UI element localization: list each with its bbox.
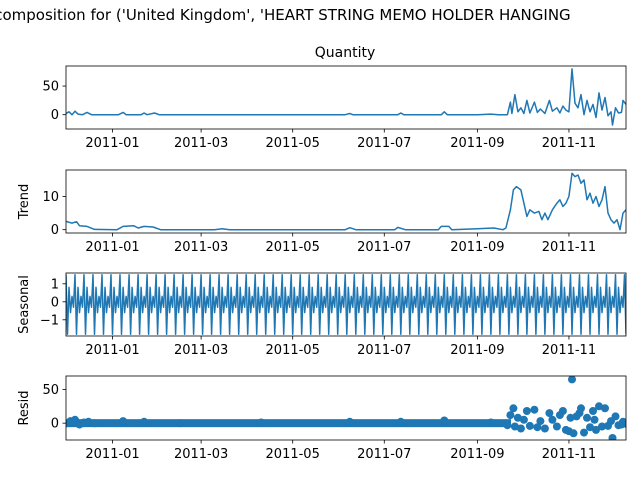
resid-point <box>566 413 575 422</box>
resid-point <box>440 416 449 425</box>
x-tick-label: 2011-07 <box>357 447 411 462</box>
resid-baseline-band <box>66 419 511 428</box>
x-tick-label: 2011-05 <box>266 447 320 462</box>
x-tick-label: 2011-03 <box>174 136 228 151</box>
resid-point <box>590 415 599 424</box>
resid-point <box>536 417 545 426</box>
resid-point <box>503 421 512 430</box>
resid-point <box>530 405 539 414</box>
y-tick-label: 10 <box>42 190 59 205</box>
resid-point <box>608 434 617 440</box>
x-tick-label: 2011-11 <box>542 240 596 255</box>
observed-series-line <box>66 68 626 126</box>
resid-point <box>486 418 495 427</box>
resid-point <box>176 419 185 428</box>
panel-seasonal: −1 0 1 2011-01 2011-03 2011-05 2011-07 2011-09 2… <box>17 272 627 358</box>
resid-point <box>548 415 557 424</box>
resid-point <box>540 424 549 433</box>
y-axis-label: Seasonal <box>17 275 32 334</box>
x-tick-label: 2011-09 <box>450 343 504 358</box>
x-tick-label: 2011-03 <box>174 240 228 255</box>
x-tick-label: 2011-11 <box>542 343 596 358</box>
trend-series-line <box>66 172 626 231</box>
resid-point <box>592 425 600 434</box>
resid-point <box>598 422 606 431</box>
x-tick-label: 2011-07 <box>357 136 411 151</box>
resid-point <box>569 429 578 438</box>
panel-subtitle: Quantity <box>315 45 376 61</box>
resid-point <box>568 376 576 384</box>
x-tick-label: 2011-01 <box>85 447 139 462</box>
resid-point <box>525 421 534 430</box>
resid-point <box>257 418 266 427</box>
axes-frame <box>65 272 627 337</box>
y-tick-label: 0 <box>51 223 59 238</box>
y-tick-label: 1 <box>51 277 59 292</box>
panel-resid: 0 50 2011-01 2011-03 2011-05 2011-07 2011-09 20… <box>17 375 627 462</box>
y-tick-label: 50 <box>42 80 59 95</box>
resid-point <box>558 407 567 415</box>
x-tick-label: 2011-07 <box>357 240 411 255</box>
x-tick-label: 2011-01 <box>85 136 139 151</box>
plot-area-observed <box>66 68 626 126</box>
seasonal-series-line <box>66 274 626 335</box>
x-tick-label: 2011-11 <box>542 136 596 151</box>
resid-point <box>589 407 597 415</box>
resid-point <box>552 422 561 431</box>
panel-trend: 0 10 2011-01 2011-03 2011-05 2011-07 2011-09 20… <box>17 169 627 255</box>
x-tick-label: 2011-09 <box>450 240 504 255</box>
resid-point <box>516 424 525 433</box>
resid-point <box>580 428 588 437</box>
y-tick-label: 0 <box>51 417 59 432</box>
resid-point <box>533 423 542 432</box>
x-tick-label: 2011-09 <box>450 447 504 462</box>
resid-point <box>586 423 594 432</box>
x-tick-label: 2011-11 <box>542 447 596 462</box>
resid-point <box>396 417 405 426</box>
x-tick-label: 2011-07 <box>357 343 411 358</box>
panel-observed: 0 50 2011-01 2011-03 2011-05 2011-07 2011-09 20… <box>42 65 627 151</box>
plot-area-trend <box>66 172 626 231</box>
y-tick-label: −1 <box>40 313 59 328</box>
x-tick-label: 2011-05 <box>266 136 320 151</box>
resid-point <box>522 407 531 415</box>
resid-point <box>611 412 620 421</box>
resid-point <box>119 417 128 426</box>
resid-point <box>509 404 518 413</box>
resid-point <box>84 417 93 426</box>
resid-point <box>345 417 354 426</box>
resid-point <box>140 417 149 426</box>
x-tick-label: 2011-05 <box>266 343 320 358</box>
y-tick-label: 0 <box>51 108 59 123</box>
y-axis-label: Resid <box>17 390 32 425</box>
resid-point <box>601 404 609 413</box>
axes-frame <box>65 375 627 441</box>
x-tick-label: 2011-01 <box>85 240 139 255</box>
y-axis-label: Trend <box>17 184 32 221</box>
axes-frame <box>65 169 627 234</box>
resid-point <box>577 404 585 413</box>
resid-point <box>519 415 528 424</box>
resid-point <box>90 419 99 428</box>
x-tick-label: 2011-09 <box>450 136 504 151</box>
resid-point <box>622 419 626 428</box>
y-tick-label: 50 <box>42 383 59 398</box>
resid-point <box>545 409 554 418</box>
x-tick-label: 2011-05 <box>266 240 320 255</box>
resid-point <box>583 413 591 422</box>
plot-area-seasonal <box>66 274 626 335</box>
x-tick-label: 2011-03 <box>174 447 228 462</box>
axes-frame <box>65 65 627 130</box>
x-tick-label: 2011-03 <box>174 343 228 358</box>
resid-point <box>506 411 515 420</box>
plot-area-resid <box>66 376 626 440</box>
chart-title: ecomposition for ('United Kingdom', 'HEA… <box>0 6 571 24</box>
y-tick-label: 0 <box>51 295 59 310</box>
x-tick-label: 2011-01 <box>85 343 139 358</box>
